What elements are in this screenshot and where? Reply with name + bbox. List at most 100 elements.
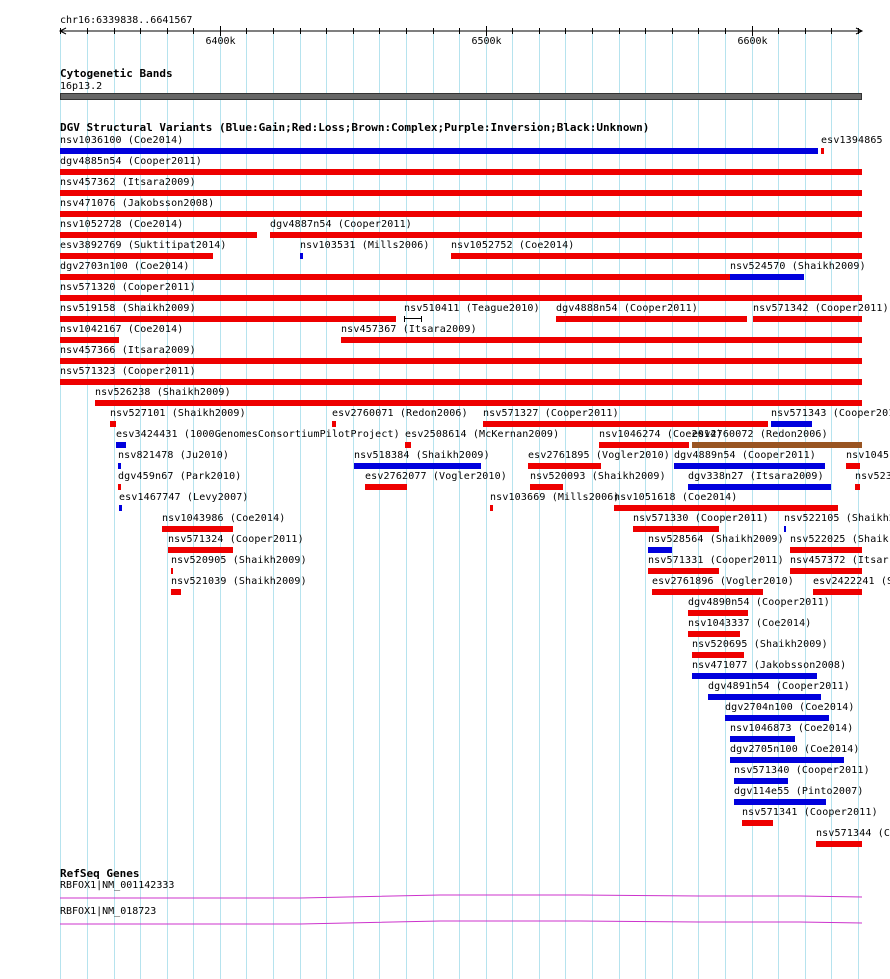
variant-label[interactable]: dgv4888n54 (Cooper2011) [556,303,698,314]
variant-bar[interactable] [648,547,672,553]
variant-bar[interactable] [730,736,795,742]
variant-bar[interactable] [60,316,396,322]
variant-label[interactable]: nsv527101 (Shaikh2009) [110,408,246,419]
variant-bar[interactable] [556,316,747,322]
variant-label[interactable]: esv2761896 (Vogler2010) [652,576,794,587]
variant-bar[interactable] [734,799,826,805]
variant-bar[interactable] [692,442,862,448]
variant-label[interactable]: nsv524570 (Shaikh2009) [730,261,866,272]
variant-label[interactable]: nsv519158 (Shaikh2009) [60,303,196,314]
variant-bar[interactable] [652,589,763,595]
variant-label[interactable]: nsv522105 (Shaikh2 [784,513,890,524]
variant-label[interactable]: esv2760071 (Redon2006) [332,408,468,419]
variant-bar[interactable] [60,274,730,280]
variant-bar[interactable] [171,589,181,595]
variant-bar[interactable] [846,463,860,469]
variant-bar[interactable] [648,568,719,574]
variant-label[interactable]: dgv4887n54 (Cooper2011) [270,219,412,230]
variant-bar[interactable] [405,442,411,448]
variant-label[interactable]: nsv1052752 (Coe2014) [451,240,575,251]
variant-bar[interactable] [451,253,862,259]
variant-bar[interactable] [168,547,233,553]
variant-bar[interactable] [530,484,563,490]
variant-bar[interactable] [110,421,116,427]
variant-label[interactable]: dgv4885n54 (Cooper2011) [60,156,202,167]
variant-label[interactable]: dgv2703n100 (Coe2014) [60,261,190,272]
variant-label[interactable]: nsv1046873 (Coe2014) [730,723,854,734]
variant-bar[interactable] [633,526,719,532]
variant-label[interactable]: esv2762077 (Vogler2010) [365,471,507,482]
variant-bar[interactable] [270,232,862,238]
variant-bar[interactable] [60,358,862,364]
variant-label[interactable]: nsv1046274 (Coe2014) [599,429,723,440]
variant-bar[interactable] [692,673,817,679]
variant-bar[interactable] [821,148,824,154]
variant-label[interactable]: nsv522025 (Shaik [790,534,889,545]
variant-bar[interactable] [730,274,804,280]
variant-label[interactable]: nsv571327 (Cooper2011) [483,408,619,419]
variant-bar[interactable] [742,820,773,826]
variant-label[interactable]: dgv4891n54 (Cooper2011) [708,681,850,692]
variant-bar[interactable] [60,295,862,301]
variant-label[interactable]: nsv571320 (Cooper2011) [60,282,196,293]
variant-label[interactable]: esv1467747 (Levy2007) [119,492,249,503]
variant-label[interactable]: esv2760072 (Redon2006) [692,429,828,440]
variant-bar[interactable] [855,484,860,490]
variant-label[interactable]: dgv338n27 (Itsara2009) [688,471,824,482]
variant-label[interactable]: nsv523 [855,471,890,482]
variant-bar[interactable] [813,589,862,595]
variant-bar[interactable] [60,169,862,175]
variant-bar[interactable] [692,652,744,658]
variant-label[interactable]: nsv571330 (Cooper2011) [633,513,769,524]
variant-label[interactable]: nsv1051618 (Coe2014) [614,492,738,503]
variant-label[interactable]: nsv518384 (Shaikh2009) [354,450,490,461]
variant-label[interactable]: nsv457372 (Itsar [790,555,889,566]
variant-label[interactable]: nsv103669 (Mills2006) [490,492,620,503]
variant-label[interactable]: nsv571323 (Cooper2011) [60,366,196,377]
variant-label[interactable]: nsv571324 (Cooper2011) [168,534,304,545]
gene-label-1[interactable]: RBFOX1|NM_001142333 [60,880,175,891]
variant-bar[interactable] [300,253,303,259]
variant-bar[interactable] [730,757,844,763]
variant-bar[interactable] [708,694,821,700]
variant-label[interactable]: nsv510411 (Teague2010) [404,303,540,314]
variant-label[interactable]: nsv1042167 (Coe2014) [60,324,184,335]
gene-label-2[interactable]: RBFOX1|NM_018723 [60,906,157,917]
variant-bar[interactable] [60,148,818,154]
cyto-band-bar[interactable] [60,93,862,100]
variant-bar[interactable] [614,505,838,511]
variant-label[interactable]: dgv459n67 (Park2010) [118,471,242,482]
variant-bar[interactable] [60,337,119,343]
variant-label[interactable]: esv2508614 (McKernan2009) [405,429,560,440]
variant-label[interactable]: dgv4890n54 (Cooper2011) [688,597,830,608]
variant-bar[interactable] [95,400,862,406]
variant-bar[interactable] [118,484,121,490]
variant-label[interactable]: dgv114e55 (Pinto2007) [734,786,864,797]
variant-label[interactable]: nsv1043337 (Coe2014) [688,618,812,629]
variant-bar[interactable] [790,568,862,574]
variant-label[interactable]: esv3892769 (Suktitipat2014) [60,240,227,251]
variant-label[interactable]: nsv1052728 (Coe2014) [60,219,184,230]
variant-label[interactable]: nsv471076 (Jakobsson2008) [60,198,215,209]
variant-bar[interactable] [483,421,768,427]
variant-label[interactable]: nsv457366 (Itsara2009) [60,345,196,356]
variant-bar[interactable] [341,337,862,343]
variant-label[interactable]: nsv571331 (Cooper2011) [648,555,784,566]
variant-bar[interactable] [60,253,213,259]
variant-bar[interactable] [60,190,862,196]
variant-bar[interactable] [162,526,233,532]
variant-label[interactable]: esv2422241 (S [813,576,890,587]
variant-bar[interactable] [490,505,493,511]
variant-bar[interactable] [60,232,257,238]
variant-label[interactable]: nsv457367 (Itsara2009) [341,324,477,335]
variant-bar[interactable] [734,778,788,784]
variant-bar[interactable] [771,421,812,427]
variant-label[interactable]: nsv103531 (Mills2006) [300,240,430,251]
variant-label[interactable]: nsv526238 (Shaikh2009) [95,387,231,398]
variant-label[interactable]: dgv2704n100 (Coe2014) [725,702,855,713]
variant-bar[interactable] [118,463,121,469]
variant-label[interactable]: nsv571343 (Cooper2011 [771,408,890,419]
variant-bar[interactable] [599,442,689,448]
variant-bar[interactable] [119,505,122,511]
variant-label[interactable]: nsv528564 (Shaikh2009) [648,534,784,545]
